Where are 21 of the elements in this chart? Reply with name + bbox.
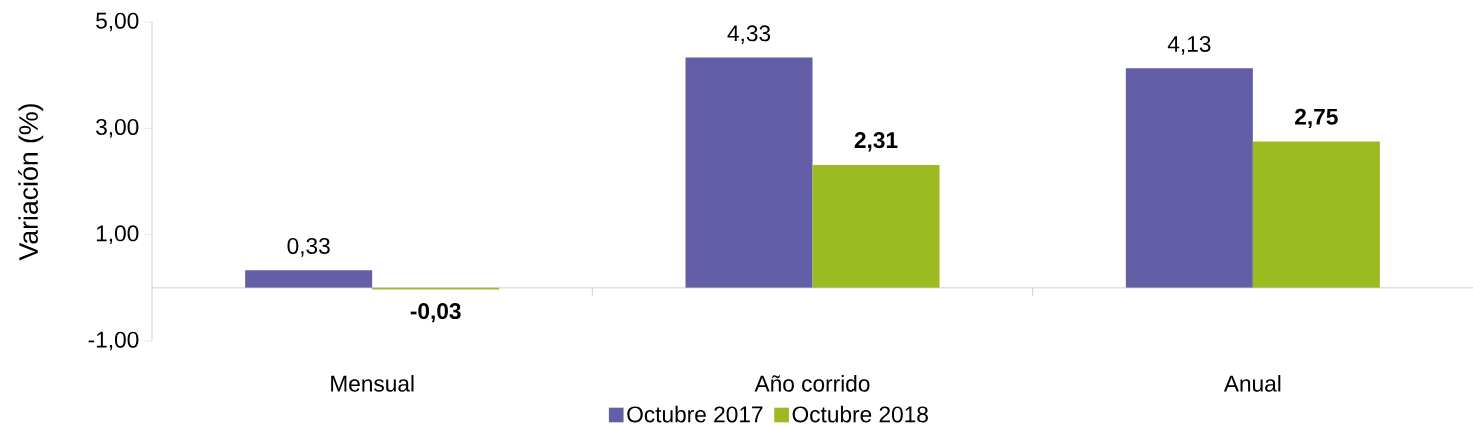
legend-label: Octubre 2017 [627, 405, 763, 423]
bar [685, 57, 813, 288]
y-tick-label: 3,00 [96, 118, 139, 138]
bar [1252, 141, 1380, 288]
y-tick-label: -1,00 [88, 331, 139, 351]
x-tick-label: Año corrido [754, 375, 870, 392]
data-label: 2,31 [854, 132, 898, 152]
x-tick-label: Anual [1223, 375, 1281, 392]
y-tick-label: 5,00 [96, 12, 139, 32]
legend-label: Octubre 2018 [792, 405, 928, 423]
data-label: 0,33 [287, 237, 330, 257]
bar [812, 165, 940, 288]
data-label: 2,75 [1295, 108, 1338, 129]
y-axis-title: Variación (%) [18, 104, 44, 261]
x-tick-label: Mensual [331, 375, 414, 392]
bar [245, 270, 373, 288]
data-label: 4,33 [727, 25, 771, 45]
bar [1125, 68, 1253, 288]
data-label: -0,03 [410, 303, 461, 323]
data-label: 4,13 [1167, 35, 1211, 55]
y-tick-label: 1,00 [96, 225, 139, 245]
